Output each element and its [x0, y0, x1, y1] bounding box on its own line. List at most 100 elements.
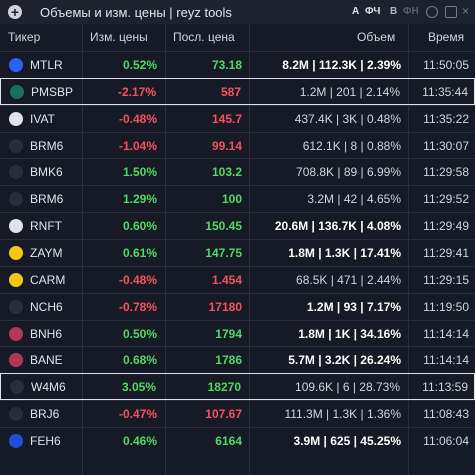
volume: 3.9M | 625 | 45.25%	[293, 433, 401, 448]
price: 587	[220, 84, 241, 99]
ticker: PMSBP	[31, 84, 74, 99]
divider	[165, 24, 166, 475]
change: 0.46%	[122, 433, 157, 448]
change: -0.47%	[118, 407, 157, 422]
ticker: BRJ6	[30, 407, 60, 422]
volume: 8.2M | 112.3K | 2.39%	[282, 58, 401, 72]
volume: 1.8M | 1K | 34.16%	[298, 326, 401, 341]
price: 17180	[208, 299, 242, 314]
time: 11:35:44	[422, 84, 468, 99]
ticker: MTLR	[30, 58, 63, 72]
price: 103.2	[211, 165, 242, 180]
price: 99.14	[211, 138, 242, 153]
change: -0.48%	[118, 111, 157, 126]
volume: 437.4K | 3K | 0.48%	[294, 111, 401, 126]
change: 0.50%	[122, 326, 157, 341]
toggle[interactable]: ФЧ	[365, 6, 381, 17]
toggle[interactable]: В	[390, 6, 398, 17]
time: 11:30:07	[423, 138, 469, 153]
add-button[interactable]: +	[8, 5, 22, 19]
price: 1794	[215, 326, 242, 341]
table-row[interactable]: BNH6 0.50% 1794 1.8M | 1K | 34.16% 11:14:14	[0, 319, 475, 347]
table-row[interactable]: W4M6 3.05% 18270 109.6K | 6 | 28.73% 11:13:5…	[0, 373, 475, 401]
time: 11:35:22	[423, 111, 469, 126]
window-icon[interactable]	[445, 6, 457, 18]
toolbar: + Объемы и изм. цены | reyz tools А ФЧ В…	[0, 0, 475, 24]
price: 100	[221, 192, 242, 207]
change: 0.61%	[122, 245, 157, 260]
price: 1786	[215, 353, 242, 368]
table-row[interactable]: BRJ6 -0.47% 107.67 111.3M | 1.3K | 1.36% 11:…	[0, 400, 475, 427]
column-header[interactable]: Посл. цена	[173, 30, 235, 44]
change: 0.60%	[122, 219, 157, 234]
table-row[interactable]: BRM6 -1.04% 99.14 612.1K | 8 | 0.88% 11:30:0…	[0, 131, 475, 159]
volume: 5.7M | 3.2K | 26.24%	[288, 353, 401, 368]
time: 11:06:04	[423, 433, 469, 448]
table-row[interactable]: RNFT 0.60% 150.45 20.6M | 136.7K | 4.08% 11:…	[0, 212, 475, 239]
volume: 612.1K | 8 | 0.88%	[302, 138, 401, 153]
close-icon[interactable]: ×	[462, 4, 470, 18]
change: -2.17%	[117, 84, 156, 99]
volume: 1.2M | 93 | 7.17%	[306, 299, 401, 314]
volume: 1.2M | 201 | 2.14%	[299, 84, 400, 99]
price: 6164	[215, 433, 242, 448]
table-row[interactable]: FEH6 0.46% 6164 3.9M | 625 | 45.25% 11:06:04	[0, 426, 475, 454]
table-row[interactable]: BANE 0.68% 1786 5.7M | 3.2K | 26.24% 11:14:1…	[0, 346, 475, 373]
price: 147.75	[205, 245, 242, 260]
toggle[interactable]: ФН	[403, 6, 419, 17]
table-row[interactable]: MTLR 0.52% 73.18 8.2M | 112.3K | 2.39% 11:50…	[0, 51, 475, 78]
settings-icon[interactable]	[426, 6, 438, 18]
change: -0.48%	[118, 272, 157, 287]
change: -1.04%	[118, 138, 157, 153]
ticker: BANE	[30, 353, 63, 368]
ticker-icon	[9, 353, 23, 368]
time: 11:50:05	[423, 58, 469, 72]
time: 11:13:59	[422, 380, 468, 395]
ticker: BRM6	[30, 138, 64, 153]
table-row[interactable]: IVAT -0.48% 145.7 437.4K | 3K | 0.48% 11:35:…	[0, 104, 475, 132]
table-row[interactable]: ZAYM 0.61% 147.75 1.8M | 1.3K | 17.41% 11:29…	[0, 238, 475, 266]
divider	[249, 24, 250, 475]
time: 11:14:14	[423, 326, 469, 341]
ticker-icon	[10, 84, 24, 99]
ticker: IVAT	[30, 111, 55, 126]
table-row[interactable]: BRM6 1.29% 100 3.2M | 42 | 4.65% 11:29:52	[0, 185, 475, 212]
change: -0.78%	[118, 299, 157, 314]
price: 1.454	[211, 272, 242, 287]
column-header[interactable]: Тикер	[8, 30, 41, 44]
ticker-icon	[9, 111, 23, 126]
ticker: W4M6	[31, 380, 66, 395]
change: 3.05%	[121, 380, 156, 395]
column-header[interactable]: Изм. цены	[90, 30, 148, 44]
table-row[interactable]: PMSBP -2.17% 587 1.2M | 201 | 2.14% 11:35:44	[0, 77, 475, 105]
column-header[interactable]: Объем	[357, 30, 396, 44]
price: 107.67	[205, 407, 242, 422]
price: 150.45	[205, 219, 242, 234]
ticker: RNFT	[30, 219, 62, 234]
ticker-icon	[9, 326, 23, 341]
table-row[interactable]: BMK6 1.50% 103.2 708.8K | 89 | 6.99% 11:29:5…	[0, 158, 475, 185]
ticker-icon	[9, 245, 23, 260]
ticker-icon	[9, 192, 23, 207]
volume: 68.5K | 471 | 2.44%	[296, 272, 401, 287]
ticker-icon	[9, 407, 23, 422]
volume: 111.3M | 1.3K | 1.36%	[284, 407, 401, 422]
time: 11:29:15	[423, 272, 469, 287]
divider	[408, 24, 409, 475]
table-row[interactable]: CARM -0.48% 1.454 68.5K | 471 | 2.44% 11:29:…	[0, 265, 475, 293]
ticker-icon	[9, 433, 23, 448]
price: 73.18	[211, 58, 242, 72]
time: 11:14:14	[423, 353, 469, 368]
time: 11:19:50	[423, 299, 469, 314]
time: 11:08:43	[423, 407, 469, 422]
toggle[interactable]: А	[352, 6, 360, 17]
price: 145.7	[211, 111, 242, 126]
time: 11:29:49	[423, 219, 469, 234]
table-row[interactable]: NCH6 -0.78% 17180 1.2M | 93 | 7.17% 11:19:50	[0, 292, 475, 320]
ticker: CARM	[30, 272, 66, 287]
column-header[interactable]: Время	[428, 30, 465, 44]
change: 1.50%	[122, 165, 157, 180]
ticker-icon	[9, 138, 23, 153]
volume: 708.8K | 89 | 6.99%	[296, 165, 401, 180]
